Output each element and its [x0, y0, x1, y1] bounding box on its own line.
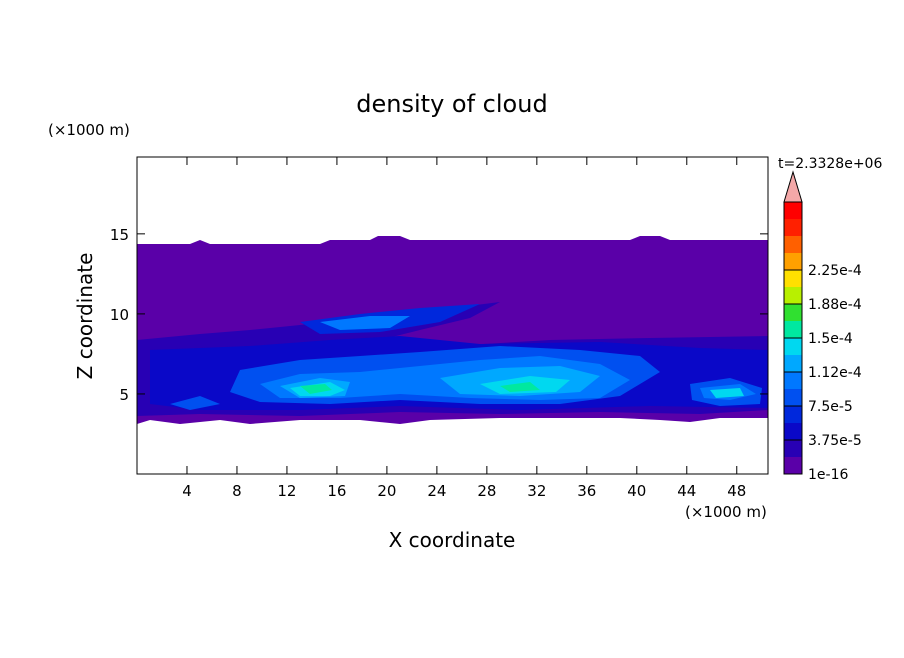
y-tick-label: 10 [110, 306, 129, 324]
colorbar-bin [784, 457, 802, 474]
colorbar-bin [784, 202, 802, 219]
y-axis-label: Z coordinate [73, 253, 97, 380]
x-tick-label: 20 [377, 482, 396, 500]
colorbar-bin [784, 406, 802, 423]
x-tick-label: 44 [677, 482, 696, 500]
colorbar-bin [784, 287, 802, 304]
time-annotation: t=2.3328e+06 [778, 156, 882, 172]
x-tick-label: 24 [427, 482, 446, 500]
colorbar-bin [784, 270, 802, 287]
colorbar-label: 2.25e-4 [808, 263, 862, 279]
y-tick-label: 5 [119, 386, 129, 404]
colorbar-label: 3.75e-5 [808, 433, 862, 449]
colorbar-bin [784, 372, 802, 389]
x-tick-label: 16 [327, 482, 346, 500]
colorbar-bin [784, 355, 802, 372]
x-tick-label: 12 [277, 482, 296, 500]
colorbar-bin [784, 304, 802, 321]
colorbar-label: 1.5e-4 [808, 331, 853, 347]
colorbar-bin [784, 338, 802, 355]
contour-field [137, 236, 768, 424]
chart-title: density of cloud [356, 90, 547, 118]
colorbar-label: 7.5e-5 [808, 399, 853, 415]
x-tick-label: 4 [182, 482, 192, 500]
colorbar-bin [784, 423, 802, 440]
colorbar-bin [784, 440, 802, 457]
colorbar-label: 1.88e-4 [808, 297, 862, 313]
colorbar-bin [784, 321, 802, 338]
y-tick-label: 15 [110, 226, 129, 244]
y-unit: (×1000 m) [48, 121, 130, 139]
colorbar-bin [784, 389, 802, 406]
colorbar-bin [784, 219, 802, 236]
x-tick-label: 32 [527, 482, 546, 500]
colorbar-extend [783, 170, 803, 203]
x-tick-label: 40 [627, 482, 646, 500]
x-tick-label: 8 [232, 482, 242, 500]
colorbar-label: 1.12e-4 [808, 365, 862, 381]
x-tick-label: 28 [477, 482, 496, 500]
x-tick-label: 36 [577, 482, 596, 500]
colorbar-bin [784, 236, 802, 253]
x-tick-label: 48 [727, 482, 746, 500]
colorbar-label: 1e-16 [808, 467, 848, 483]
plot-frame [136, 156, 769, 475]
colorbar-bin [784, 253, 802, 270]
x-unit: (×1000 m) [685, 503, 767, 521]
x-axis-label: X coordinate [389, 528, 516, 552]
